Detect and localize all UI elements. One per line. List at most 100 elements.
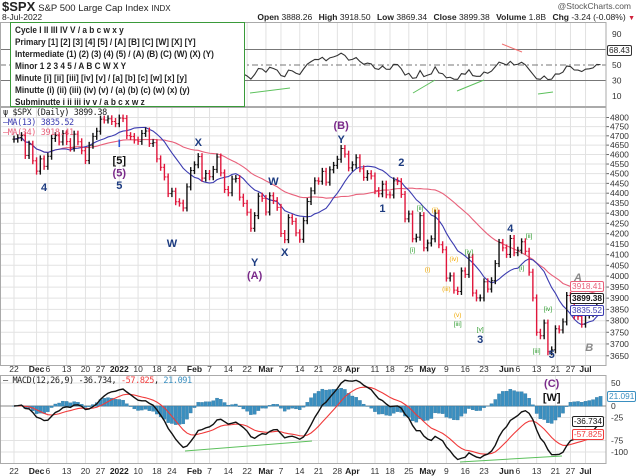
macd-histogram-bar — [392, 405, 396, 414]
macd-histogram-bar — [136, 405, 140, 411]
price-bar — [433, 209, 437, 243]
macd-x-axis-label: 7 — [207, 466, 212, 476]
macd-hist-last-value: 21.091 — [607, 391, 637, 402]
macd-x-axis-label: 23 — [479, 466, 489, 476]
chart-date: 8-Jul-2022 — [2, 12, 43, 22]
legend-minor: Minor 1 2 3 4 5 / A B C W X Y — [15, 61, 127, 72]
wave-label-primary: [5] — [113, 155, 127, 167]
price-bar — [204, 169, 208, 182]
price-bar — [76, 130, 80, 146]
price-bar — [471, 253, 475, 297]
price-bar — [520, 238, 524, 254]
price-bar — [332, 161, 336, 174]
price-x-axis-label: 20 — [81, 364, 91, 374]
price-bar — [87, 141, 91, 165]
price-axis-label: 3850 — [610, 304, 629, 314]
price-bar — [238, 175, 242, 201]
macd-histogram-bar — [267, 405, 272, 407]
volume-value: 1.8B — [528, 12, 547, 22]
price-bar — [358, 154, 362, 173]
macd-histogram-bar — [531, 404, 535, 407]
macd-histogram-bar — [331, 389, 336, 407]
price-axis-label: 3950 — [610, 282, 629, 292]
price-bar — [410, 210, 415, 243]
price-bar — [140, 129, 144, 145]
price-bar — [23, 132, 27, 159]
macd-divergence-trendline — [459, 455, 563, 463]
price-bar — [19, 132, 24, 142]
rsi-axis-label: 30 — [612, 76, 622, 86]
macd-histogram-bar — [459, 405, 464, 417]
macd-histogram-bar — [339, 387, 343, 407]
ma13-last-value: 3835.52 — [570, 305, 604, 316]
price-bar — [395, 177, 400, 186]
macd-x-axis-label: 14 — [295, 466, 305, 476]
macd-histogram-bar — [361, 403, 366, 407]
price-bar — [305, 198, 309, 225]
price-bar — [347, 150, 351, 172]
wave-label-minor: W — [268, 176, 279, 188]
price-bar — [83, 147, 88, 165]
price-axis-label: 4000 — [610, 271, 629, 281]
macd-histogram-bar — [354, 397, 358, 407]
macd-histogram-bar — [478, 405, 482, 411]
price-axis-label: 4550 — [610, 159, 629, 169]
price-bar — [102, 115, 106, 124]
price-bar — [253, 212, 257, 232]
price-axis-label: 4350 — [610, 198, 629, 208]
macd-panel — [0, 375, 607, 464]
macd-histogram-bar — [309, 397, 313, 407]
macd-histogram-bar — [162, 405, 167, 420]
price-bar — [177, 198, 182, 207]
price-x-axis-label: 23 — [479, 364, 489, 374]
price-x-axis-label: 7 — [279, 364, 284, 374]
price-bar — [459, 267, 464, 295]
price-bar — [373, 172, 377, 195]
chart-title: $SPX S&P 500 Large Cap Index INDX — [2, 0, 171, 15]
macd-histogram-bar — [128, 405, 133, 407]
macd-x-axis-label: Mar — [258, 466, 274, 476]
legend-intermediate: Intermediate (1) (2) (3) (4) (5) / (A) (… — [15, 49, 214, 60]
price-bar — [215, 153, 219, 173]
wave-label-primary: [W] — [543, 392, 561, 404]
wave-label-minute: [iii] — [533, 348, 541, 355]
macd-histogram-bar — [192, 405, 197, 408]
macd-x-axis-label: 27 — [96, 466, 106, 476]
macd-x-axis-label: 22 — [242, 466, 252, 476]
price-bar — [136, 136, 140, 145]
macd-histogram-bar — [282, 405, 287, 412]
macd-histogram-bar — [241, 405, 246, 410]
macd-histogram-bar — [230, 404, 234, 407]
macd-histogram-bar — [384, 405, 388, 416]
macd-x-axis-label: 22 — [9, 466, 19, 476]
price-bar — [170, 187, 174, 198]
macd-legend-signal: -57.825 — [120, 376, 154, 386]
macd-histogram-bar — [538, 405, 543, 419]
price-bar — [516, 246, 520, 257]
macd-histogram-bar — [470, 405, 475, 410]
macd-histogram-bar — [497, 393, 501, 407]
price-bar — [207, 169, 212, 181]
wave-label-minute: [iii] — [454, 321, 462, 328]
price-bar — [125, 115, 129, 140]
macd-histogram-bar — [46, 405, 50, 412]
macd-histogram-bar — [440, 405, 445, 414]
wave-label-intermediate: (A) — [247, 270, 263, 282]
price-bar — [301, 217, 306, 243]
macd-x-axis-label: May — [419, 466, 436, 476]
macd-x-axis-label: 13 — [62, 466, 72, 476]
macd-x-axis-label: 9 — [444, 466, 449, 476]
wave-label-minute: [iv] — [544, 306, 553, 313]
price-bar — [350, 161, 354, 172]
price-bar — [557, 325, 561, 334]
price-bar — [132, 133, 136, 144]
macd-x-axis-label: 10 — [133, 466, 143, 476]
price-bar — [392, 177, 396, 199]
price-bar — [512, 234, 516, 257]
price-bar — [128, 132, 133, 141]
macd-histogram-bar — [591, 399, 595, 407]
price-axis-label: 4450 — [610, 178, 629, 188]
symbol-name: S&P 500 Large Cap Index — [38, 3, 149, 14]
price-bar — [527, 247, 531, 276]
